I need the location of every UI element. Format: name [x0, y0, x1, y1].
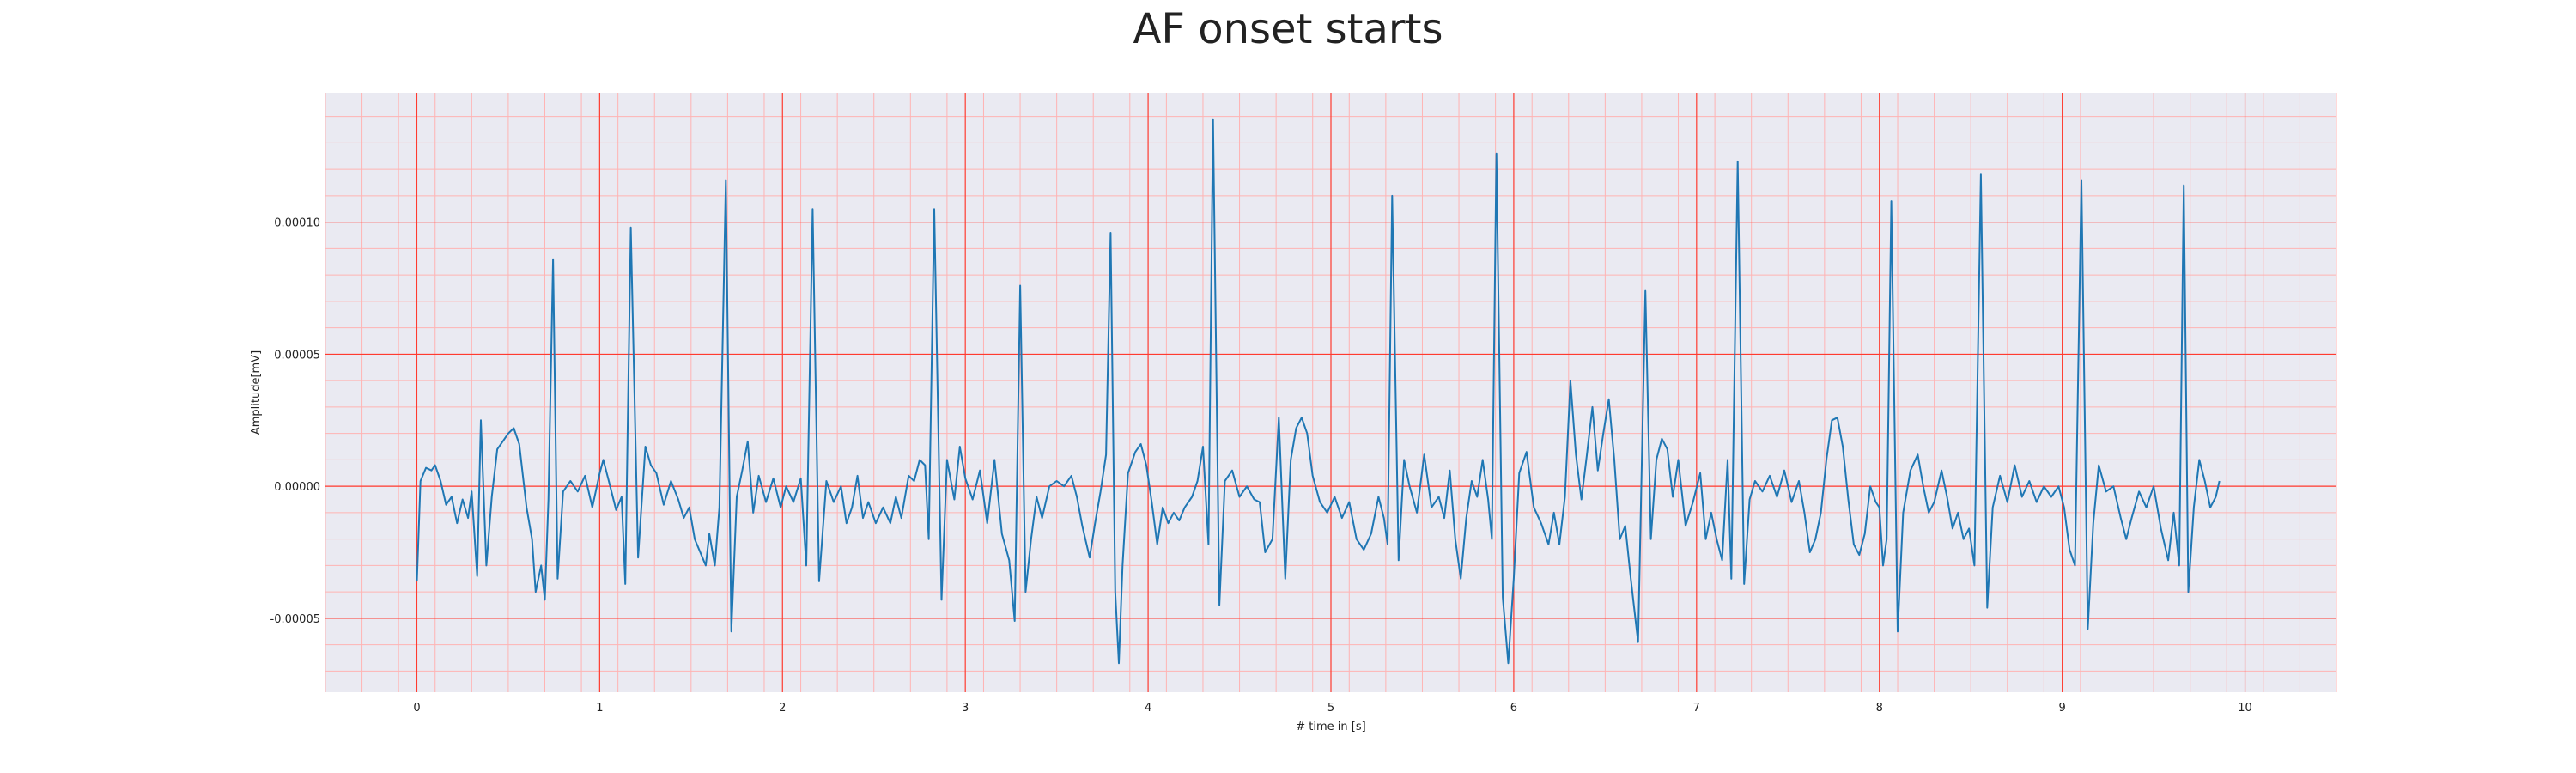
y-axis-label: Amplitude[mV]: [250, 350, 263, 435]
x-tick-label: 1: [596, 702, 603, 715]
x-tick-label: 7: [1693, 702, 1700, 715]
x-tick-label: 4: [1145, 702, 1151, 715]
chart-title: AF onset starts: [1133, 5, 1443, 53]
x-tick-label: 0: [413, 702, 420, 715]
x-tick-label: 3: [962, 702, 969, 715]
x-tick-label: 6: [1510, 702, 1517, 715]
x-tick-label: 9: [2058, 702, 2065, 715]
y-tick-label: 0.00005: [274, 349, 320, 362]
x-tick-label: 8: [1876, 702, 1883, 715]
x-tick-label: 10: [2238, 702, 2252, 715]
x-tick-label: 2: [779, 702, 786, 715]
major-grid: [325, 93, 2336, 692]
y-tick-label: 0.00010: [274, 217, 320, 230]
x-tick-label: 5: [1327, 702, 1334, 715]
series-layer: [416, 118, 2221, 665]
x-tick-labels: 0 1 2 3 4 5 6 7 8 9 10: [413, 702, 2252, 715]
y-tick-label: -0.00005: [270, 613, 320, 626]
y-tick-labels: -0.00005 0.00000 0.00005 0.00010: [270, 217, 320, 626]
y-tick-label: 0.00000: [274, 481, 320, 494]
ecg-signal-line: [416, 118, 2221, 665]
x-axis-label: # time in [s]: [1296, 721, 1365, 733]
